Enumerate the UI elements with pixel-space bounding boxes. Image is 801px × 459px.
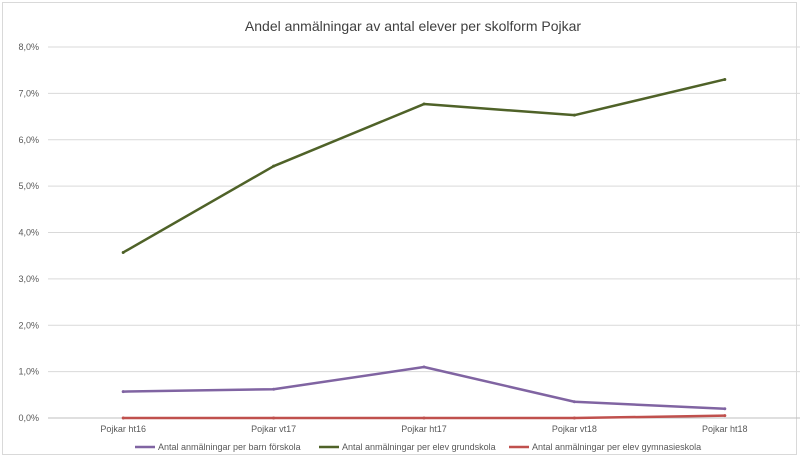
data-point xyxy=(272,164,276,168)
series-3 xyxy=(121,414,727,420)
data-point xyxy=(272,387,276,391)
series-line xyxy=(121,365,727,410)
legend-label: Antal anmälningar per elev grundskola xyxy=(342,442,496,452)
legend-label: Antal anmälningar per barn förskola xyxy=(158,442,301,452)
chart-title: Andel anmälningar av antal elever per sk… xyxy=(245,18,582,34)
series-lines xyxy=(121,77,727,420)
data-point xyxy=(422,365,426,369)
data-point xyxy=(723,77,727,81)
y-axis-ticks: 0,0% 1,0% 2,0% 3,0% 4,0% 5,0% 6,0% 7,0% 8,0% xyxy=(18,42,39,423)
data-point xyxy=(572,400,576,404)
data-point xyxy=(272,416,276,420)
x-tick-label: Pojkar vt18 xyxy=(552,424,597,434)
y-tick-label: 4,0% xyxy=(18,228,39,238)
data-point xyxy=(572,416,576,420)
y-tick-label: 6,0% xyxy=(18,135,39,145)
y-tick-label: 7,0% xyxy=(18,88,39,98)
y-tick-label: 0,0% xyxy=(18,413,39,423)
data-point xyxy=(572,113,576,117)
x-axis-ticks: Pojkar ht16 Pojkar vt17 Pojkar ht17 Pojkar … xyxy=(100,424,747,434)
y-tick-label: 5,0% xyxy=(18,181,39,191)
data-point xyxy=(121,250,125,254)
legend-label: Antal anmälningar per elev gymnasieskola xyxy=(532,442,701,452)
x-tick-label: Pojkar ht18 xyxy=(702,424,748,434)
y-tick-label: 1,0% xyxy=(18,367,39,377)
data-point xyxy=(422,416,426,420)
y-tick-label: 3,0% xyxy=(18,274,39,284)
series-2 xyxy=(121,77,727,254)
data-point xyxy=(121,416,125,420)
x-tick-label: Pojkar vt17 xyxy=(251,424,296,434)
x-tick-label: Pojkar ht16 xyxy=(100,424,146,434)
data-point xyxy=(121,390,125,394)
legend: Antal anmälningar per barn förskola Antal… xyxy=(135,442,701,452)
x-tick-label: Pojkar ht17 xyxy=(401,424,447,434)
y-tick-label: 8,0% xyxy=(18,42,39,52)
y-tick-label: 2,0% xyxy=(18,320,39,330)
data-point xyxy=(723,414,727,418)
series-1 xyxy=(121,365,727,411)
data-point xyxy=(422,102,426,106)
chart-frame xyxy=(2,2,797,455)
data-point xyxy=(723,407,727,411)
